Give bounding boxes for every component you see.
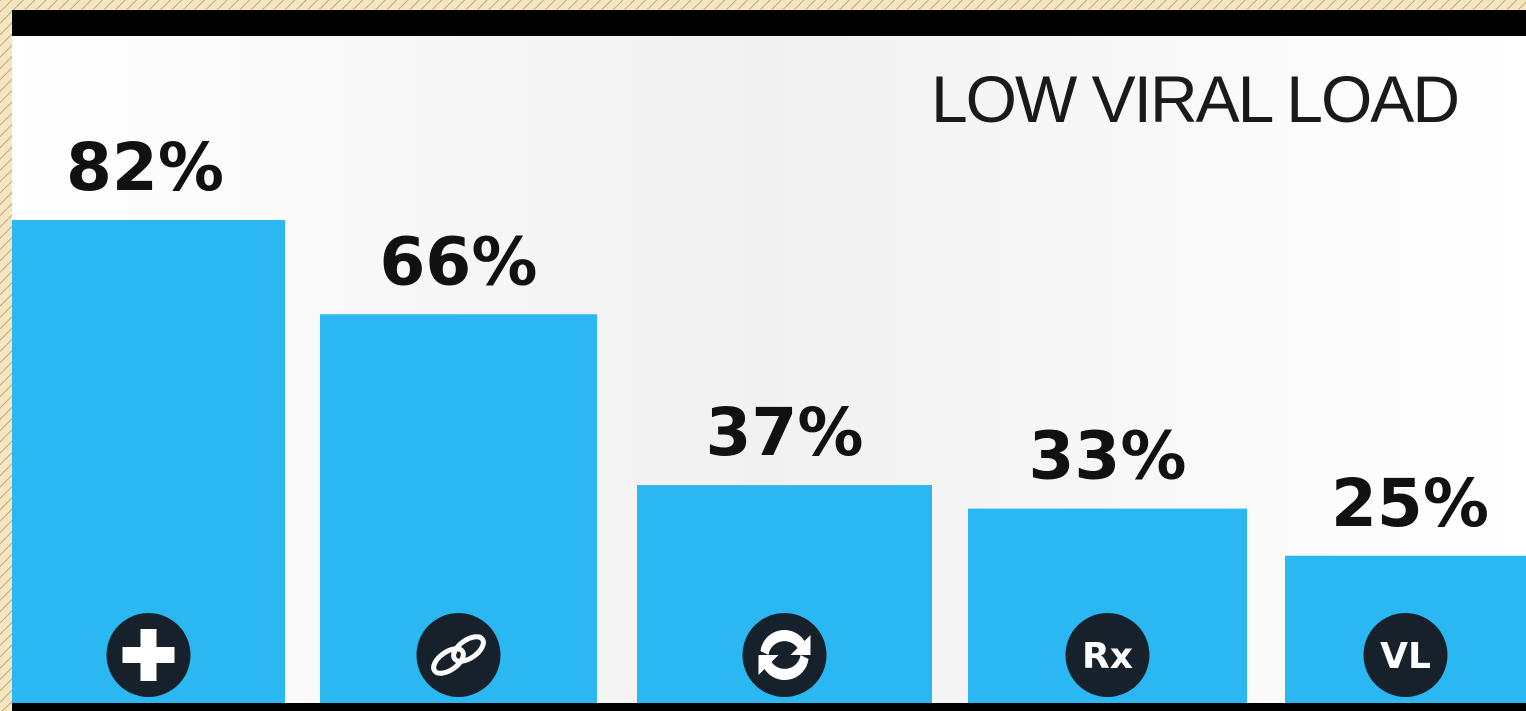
icon-link: [451, 634, 486, 664]
bottom-bar: [12, 703, 1526, 711]
icon: [1363, 613, 1448, 697]
bars: 82% 66% 37% 33% Rx 25% VL: [12, 129, 1526, 703]
icon-refresh: [758, 629, 811, 681]
icon: [1065, 613, 1150, 697]
top-bar: [12, 10, 1526, 36]
frame-left: [0, 0, 12, 711]
icon: [742, 613, 827, 697]
category-icon-label: VL: [1380, 636, 1431, 677]
icon-link: [431, 646, 466, 676]
value-label: 25%: [1331, 465, 1489, 542]
value-label: 66%: [380, 223, 538, 300]
value-label: 33%: [1029, 418, 1187, 495]
frame-top: [0, 0, 1526, 10]
icon: [416, 613, 501, 697]
value-label: 82%: [66, 129, 224, 206]
category-icon-label: Rx: [1082, 636, 1133, 677]
value-label: 37%: [706, 394, 864, 471]
icon-plus: [122, 629, 175, 681]
chart-title: LOW VIRAL LOAD: [931, 62, 1458, 136]
